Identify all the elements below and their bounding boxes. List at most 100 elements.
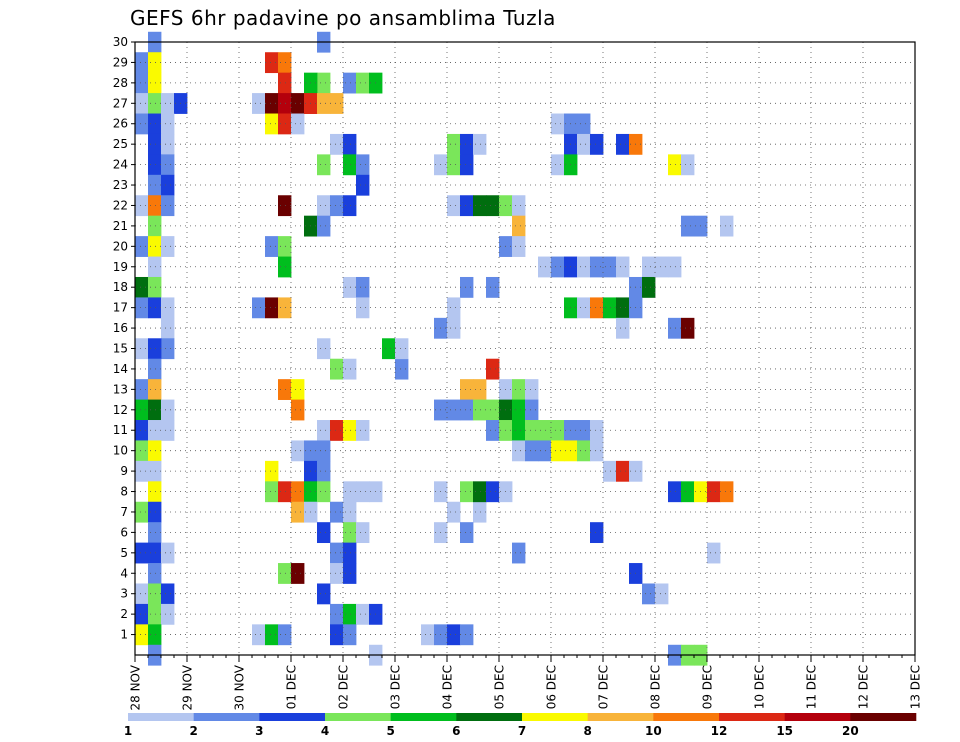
heatmap-cell — [460, 481, 474, 503]
legend-swatch — [390, 713, 457, 721]
heatmap-cell — [473, 379, 487, 400]
heatmap-cell — [265, 481, 279, 503]
heatmap-cell — [538, 420, 552, 441]
legend-label: 2 — [189, 724, 197, 738]
heatmap-cell — [525, 379, 539, 400]
legend-swatch — [522, 713, 588, 721]
heatmap-cell — [291, 501, 305, 523]
legend-swatch — [456, 713, 523, 721]
y-tick-label: 11 — [113, 423, 128, 437]
heatmap-cell — [148, 399, 162, 421]
heatmap-cell — [460, 133, 474, 155]
heatmap-cell — [135, 460, 149, 482]
heatmap-cell — [317, 195, 331, 217]
heatmap-cell — [148, 522, 162, 544]
heatmap-cell — [148, 379, 162, 400]
heatmap-cell — [291, 440, 305, 462]
heatmap-cell — [460, 379, 474, 400]
heatmap-cell — [161, 195, 175, 217]
heatmap-cell — [460, 154, 474, 176]
heatmap-cell — [148, 358, 162, 380]
heatmap-cell — [161, 236, 175, 257]
heatmap-cell — [148, 603, 162, 625]
y-tick-label: 13 — [113, 382, 128, 396]
x-tick-label: 10 DEC — [753, 665, 767, 709]
heatmap-cell — [317, 338, 331, 360]
heatmap-cell — [148, 440, 162, 462]
heatmap-cell — [148, 481, 162, 503]
y-tick-label: 12 — [113, 403, 128, 417]
y-tick-label: 7 — [120, 505, 128, 519]
heatmap-cell — [356, 72, 370, 94]
y-tick-label: 26 — [113, 117, 128, 131]
chart-title: GEFS 6hr padavine po ansamblima Tuzla — [130, 6, 556, 30]
heatmap-cell — [148, 542, 162, 564]
heatmap-cell — [460, 624, 474, 646]
heatmap-cell — [291, 399, 305, 421]
y-tick-label: 16 — [113, 321, 128, 335]
heatmap-cell — [447, 399, 461, 421]
y-tick-label: 10 — [113, 444, 128, 458]
heatmap-cell — [278, 481, 292, 503]
heatmap-cell — [343, 542, 357, 564]
heatmap-cell — [668, 256, 682, 278]
heatmap-cell — [343, 563, 357, 584]
heatmap-cell — [148, 113, 162, 135]
heatmap-cell — [343, 195, 357, 217]
x-tick-label: 05 DEC — [493, 665, 507, 709]
heatmap-cell — [603, 256, 617, 278]
y-axis: 1234567891011121314151617181920212223242… — [113, 35, 135, 642]
heatmap-cell — [265, 113, 279, 135]
heatmap-cell — [330, 195, 344, 217]
heatmap-cell — [135, 542, 149, 564]
heatmap-cell — [330, 542, 344, 564]
y-tick-label: 19 — [113, 260, 128, 274]
heatmap-cell — [135, 93, 149, 114]
legend: 1 2 3 4 5 6 7 8 10 12 15 20 — [124, 713, 917, 738]
x-tick-label: 02 DEC — [337, 665, 351, 709]
heatmap-cell — [148, 174, 162, 196]
heatmap-cell — [486, 399, 500, 421]
legend-label: 1 — [124, 724, 132, 738]
heatmap-cell — [460, 399, 474, 421]
heatmap-cell — [317, 420, 331, 441]
heatmap-cell — [278, 624, 292, 646]
heatmap-cell — [668, 154, 682, 176]
heatmap-cell — [551, 154, 565, 176]
y-tick-label: 5 — [120, 546, 128, 560]
heatmap-cell — [512, 542, 526, 564]
legend-label: 15 — [776, 724, 793, 738]
heatmap-cell — [512, 440, 526, 462]
heatmap-cell — [291, 379, 305, 400]
legend-swatch — [193, 713, 260, 721]
heatmap-cell — [616, 297, 630, 319]
heatmap-cell — [330, 133, 344, 155]
heatmap-cell — [681, 215, 695, 237]
y-tick-label: 20 — [113, 239, 128, 253]
heatmap-cell — [135, 399, 149, 421]
heatmap-cell — [512, 420, 526, 441]
heatmap-cell — [252, 93, 266, 114]
heatmap-cell — [473, 481, 487, 503]
heatmap-cell — [486, 481, 500, 503]
heatmap-cell — [135, 236, 149, 257]
heatmap-cell — [135, 338, 149, 360]
heatmap-cell — [486, 276, 500, 298]
heatmap-cell — [642, 583, 656, 605]
y-tick-label: 29 — [113, 55, 128, 69]
heatmap-cell — [447, 317, 461, 339]
heatmap-cell — [161, 542, 175, 564]
heatmap-cell — [317, 481, 331, 503]
heatmap-cell — [681, 154, 695, 176]
heatmap-cell — [460, 195, 474, 217]
heatmap-cell — [135, 379, 149, 400]
heatmap-cell — [148, 563, 162, 584]
heatmap-cell — [135, 603, 149, 625]
legend-swatch — [719, 713, 785, 721]
heatmap-cell — [161, 399, 175, 421]
x-tick-label: 28 NOV — [129, 664, 143, 710]
heatmap-cell — [590, 297, 604, 319]
heatmap-cell — [681, 481, 695, 503]
y-tick-label: 1 — [120, 628, 128, 642]
heatmap-cell — [330, 501, 344, 523]
